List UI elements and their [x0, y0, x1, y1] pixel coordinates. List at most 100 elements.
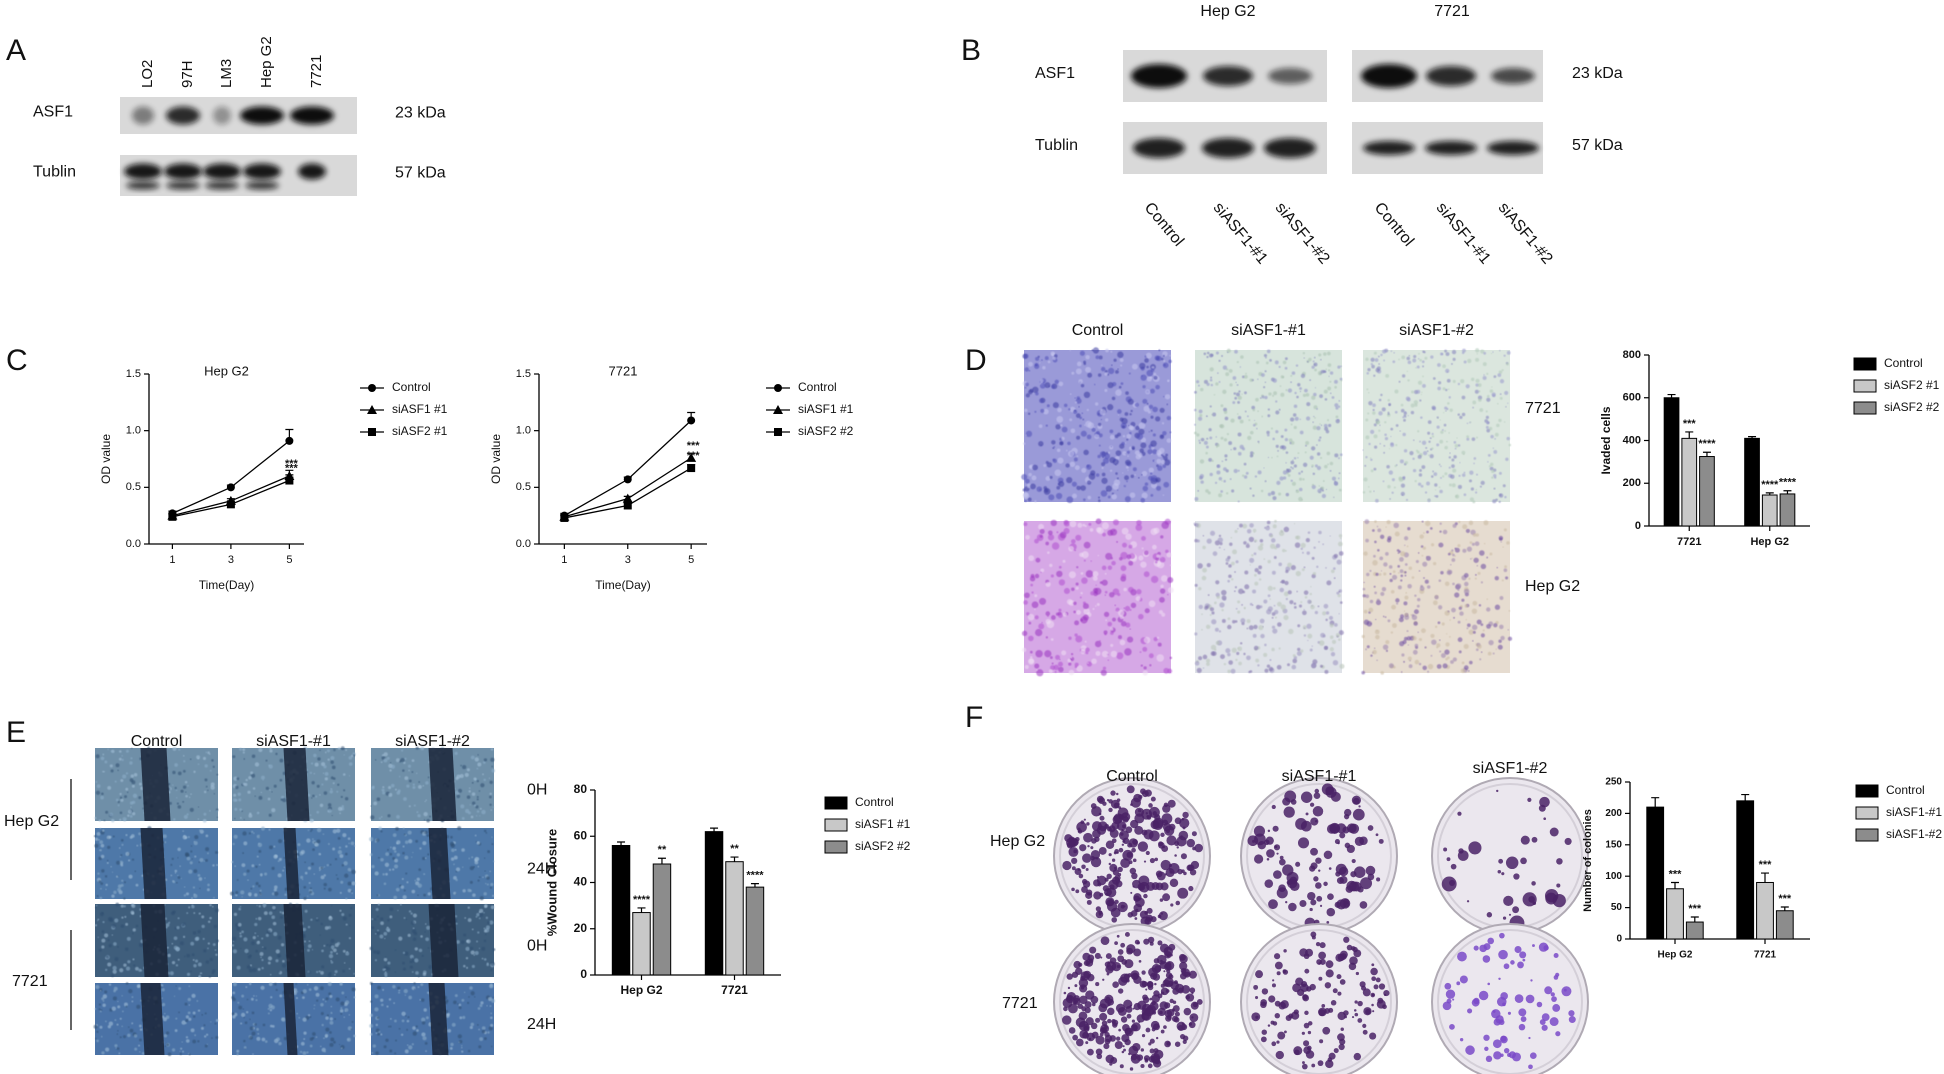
cell [1237, 415, 1242, 420]
blot-band [1202, 138, 1254, 158]
cell [409, 965, 413, 969]
colony [1177, 1025, 1184, 1031]
column-label: Control [131, 733, 183, 750]
cell [1300, 601, 1303, 604]
cell [1128, 560, 1134, 566]
cell [235, 785, 239, 790]
cell [321, 762, 326, 767]
cell [483, 778, 486, 782]
cell [141, 1052, 145, 1055]
cell [233, 982, 237, 987]
cell [424, 857, 427, 860]
cell [1196, 667, 1202, 673]
cell [1430, 475, 1434, 478]
colony [1098, 913, 1102, 916]
cell [1198, 586, 1202, 591]
cell [1390, 435, 1392, 438]
cell [1459, 611, 1464, 616]
cell [324, 1033, 329, 1038]
colony [1299, 948, 1308, 957]
cell [478, 917, 481, 920]
colony [1071, 857, 1078, 864]
cell [207, 751, 210, 755]
cell [313, 753, 317, 758]
cell [329, 790, 334, 794]
cell [348, 756, 353, 760]
cell [212, 765, 215, 768]
cell [1413, 400, 1419, 405]
cell [98, 880, 102, 883]
cell [176, 925, 180, 930]
cell [126, 791, 129, 794]
cell [133, 964, 136, 967]
cell [337, 806, 343, 812]
cell [122, 817, 127, 822]
cell [375, 908, 379, 911]
colony [1131, 1019, 1135, 1023]
colony [1152, 811, 1157, 816]
micrograph [232, 746, 356, 823]
cell [215, 850, 218, 854]
cell [1049, 656, 1053, 659]
cell [1275, 444, 1279, 448]
cell [1098, 499, 1101, 502]
cell [1166, 415, 1171, 421]
cell [1337, 594, 1341, 598]
cell [312, 1032, 316, 1036]
cell [1203, 440, 1208, 445]
cell [1111, 560, 1116, 566]
blot-band [1268, 68, 1312, 84]
cell [424, 931, 426, 933]
cell [344, 1000, 350, 1005]
cell [377, 1032, 381, 1036]
cell [1105, 552, 1113, 560]
cell [1333, 623, 1338, 627]
cell [182, 1050, 185, 1053]
cell [269, 973, 272, 976]
cell [1194, 632, 1198, 636]
cell [282, 869, 285, 872]
colony [1151, 1000, 1156, 1006]
colony [1323, 881, 1328, 887]
cell [1471, 557, 1473, 559]
cell [311, 949, 314, 951]
cell [1471, 608, 1478, 614]
cell [1099, 408, 1107, 416]
cell [1051, 440, 1056, 445]
colony [1072, 1034, 1079, 1041]
cell [1055, 492, 1063, 500]
cell [408, 1045, 413, 1050]
cell [1413, 354, 1417, 359]
cell [378, 826, 382, 830]
cell [182, 935, 186, 938]
cell [1446, 378, 1451, 383]
colony [1128, 860, 1133, 865]
cell [177, 805, 182, 809]
colony [1078, 962, 1083, 967]
cell [1290, 564, 1296, 571]
colony [1170, 953, 1173, 957]
colony [1310, 847, 1318, 856]
cell [1305, 416, 1311, 421]
colony [1327, 893, 1334, 901]
cell [1132, 467, 1137, 472]
cell [113, 890, 117, 894]
colony [1092, 1002, 1096, 1007]
colony [1147, 1063, 1153, 1069]
cell [1273, 609, 1279, 615]
cell [1367, 412, 1370, 415]
cell [277, 953, 282, 958]
cell [404, 840, 409, 844]
cell [1447, 656, 1450, 660]
colony [1106, 873, 1112, 879]
cell [192, 1039, 197, 1044]
cell [1488, 639, 1494, 646]
cell [1406, 397, 1411, 402]
cell [1419, 586, 1425, 591]
cell [1438, 542, 1444, 548]
cell [236, 777, 240, 781]
cell [119, 968, 124, 973]
cell [1162, 494, 1165, 496]
cell [200, 1026, 204, 1030]
colony [1266, 849, 1275, 858]
